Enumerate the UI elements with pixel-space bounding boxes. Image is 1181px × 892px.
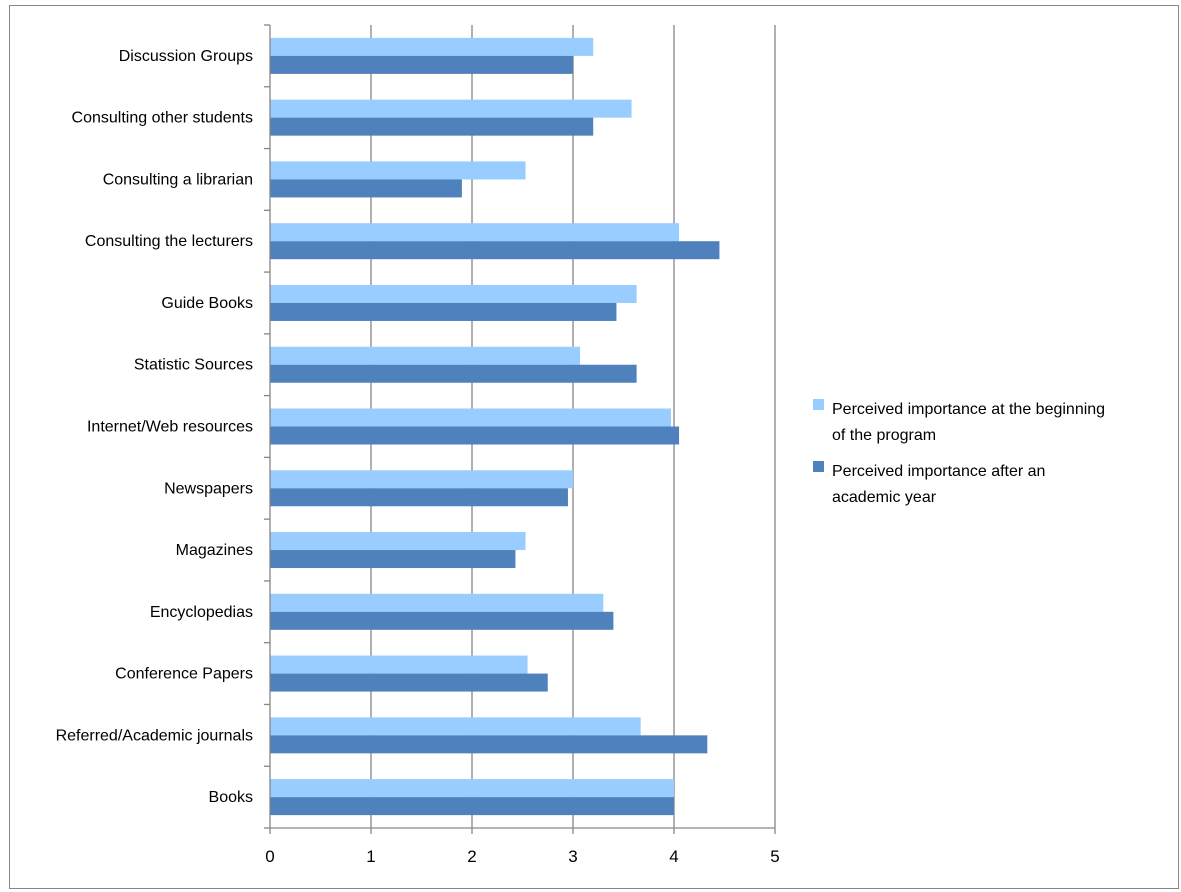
x-tick-label: 0 [265, 847, 274, 866]
bar-after [270, 426, 680, 445]
bar-after [270, 550, 516, 569]
bar-beginning [270, 532, 526, 551]
legend-label: of the program [832, 427, 936, 444]
legend-label: academic year [832, 489, 937, 506]
bar-after [270, 302, 617, 321]
legend-swatch [813, 399, 824, 410]
legend-swatch [813, 461, 824, 472]
bar-beginning [270, 779, 674, 798]
x-tick-label: 1 [366, 847, 375, 866]
bar-series [270, 37, 720, 816]
bar-beginning [270, 408, 671, 427]
category-label: Encyclopedias [150, 604, 253, 621]
bar-beginning [270, 346, 581, 365]
bar-after [270, 241, 720, 260]
bar-beginning [270, 284, 637, 303]
bar-after [270, 735, 708, 754]
x-tick-label: 5 [770, 847, 779, 866]
category-label: Books [209, 789, 253, 806]
x-tick-label: 3 [568, 847, 577, 866]
bar-beginning [270, 717, 641, 736]
bar-after [270, 488, 568, 507]
axes [264, 24, 776, 834]
bar-beginning [270, 593, 604, 612]
category-labels: Discussion Groups Consulting other studen… [56, 48, 253, 806]
bar-after [270, 179, 462, 198]
x-tick-label: 2 [467, 847, 476, 866]
bar-beginning [270, 37, 594, 56]
bar-after [270, 117, 594, 136]
bar-beginning [270, 161, 526, 180]
legend: Perceived importance at the beginning of … [813, 399, 1105, 506]
bar-after [270, 364, 637, 383]
legend-label: Perceived importance at the beginning [832, 401, 1105, 418]
category-label: Guide Books [161, 295, 253, 312]
category-label: Consulting the lecturers [85, 233, 253, 250]
x-tick-label: 4 [669, 847, 678, 866]
legend-label: Perceived importance after an [832, 463, 1045, 480]
category-label: Consulting other students [72, 110, 253, 127]
bar-after [270, 611, 614, 630]
category-label: Conference Papers [115, 666, 253, 683]
bar-after [270, 55, 573, 74]
category-label: Consulting a librarian [103, 171, 253, 188]
category-label: Referred/Academic journals [56, 727, 253, 744]
bar-beginning [270, 470, 573, 489]
category-label: Magazines [176, 542, 253, 559]
category-label: Discussion Groups [119, 48, 253, 65]
category-label: Newspapers [164, 480, 253, 497]
bar-after [270, 797, 674, 816]
bar-beginning [270, 655, 528, 674]
category-label: Statistic Sources [134, 357, 253, 374]
bar-beginning [270, 223, 680, 242]
category-label: Internet/Web resources [87, 419, 253, 436]
bar-beginning [270, 99, 632, 118]
bar-after [270, 673, 548, 692]
x-tick-labels: 0 1 2 3 4 5 [265, 847, 779, 866]
